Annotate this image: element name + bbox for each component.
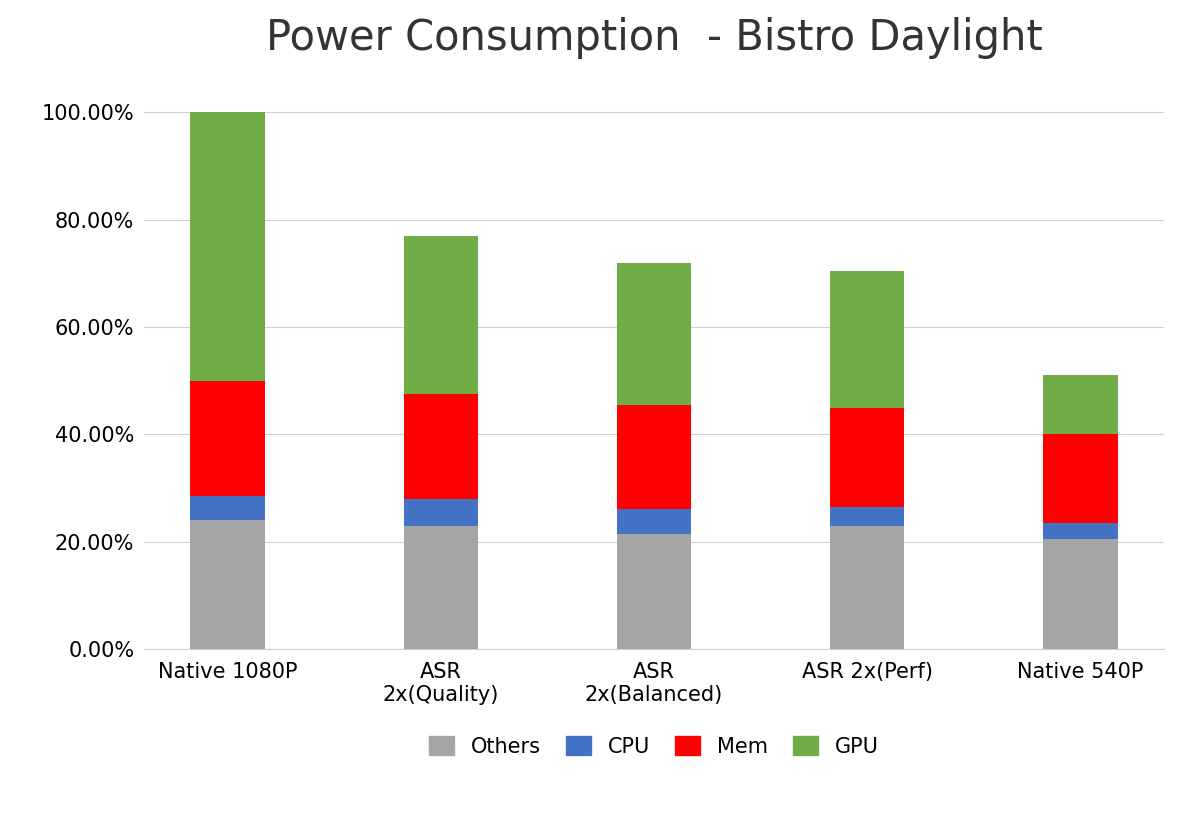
Bar: [617, 405, 691, 509]
Bar: [617, 533, 691, 649]
Bar: [617, 263, 691, 405]
Bar: [1043, 522, 1117, 539]
Legend: Others, CPU, Mem, GPU: Others, CPU, Mem, GPU: [421, 728, 887, 765]
Bar: [617, 509, 691, 533]
Bar: [1043, 375, 1117, 434]
Title: Power Consumption  - Bistro Daylight: Power Consumption - Bistro Daylight: [265, 17, 1043, 59]
Bar: [403, 235, 478, 394]
Bar: [403, 394, 478, 498]
Bar: [1043, 539, 1117, 649]
Bar: [830, 526, 905, 649]
Bar: [191, 112, 265, 381]
Bar: [830, 507, 905, 526]
Bar: [191, 520, 265, 649]
Bar: [830, 408, 905, 507]
Bar: [830, 270, 905, 408]
Bar: [403, 526, 478, 649]
Bar: [403, 498, 478, 526]
Bar: [191, 496, 265, 520]
Bar: [1043, 434, 1117, 522]
Bar: [191, 381, 265, 496]
